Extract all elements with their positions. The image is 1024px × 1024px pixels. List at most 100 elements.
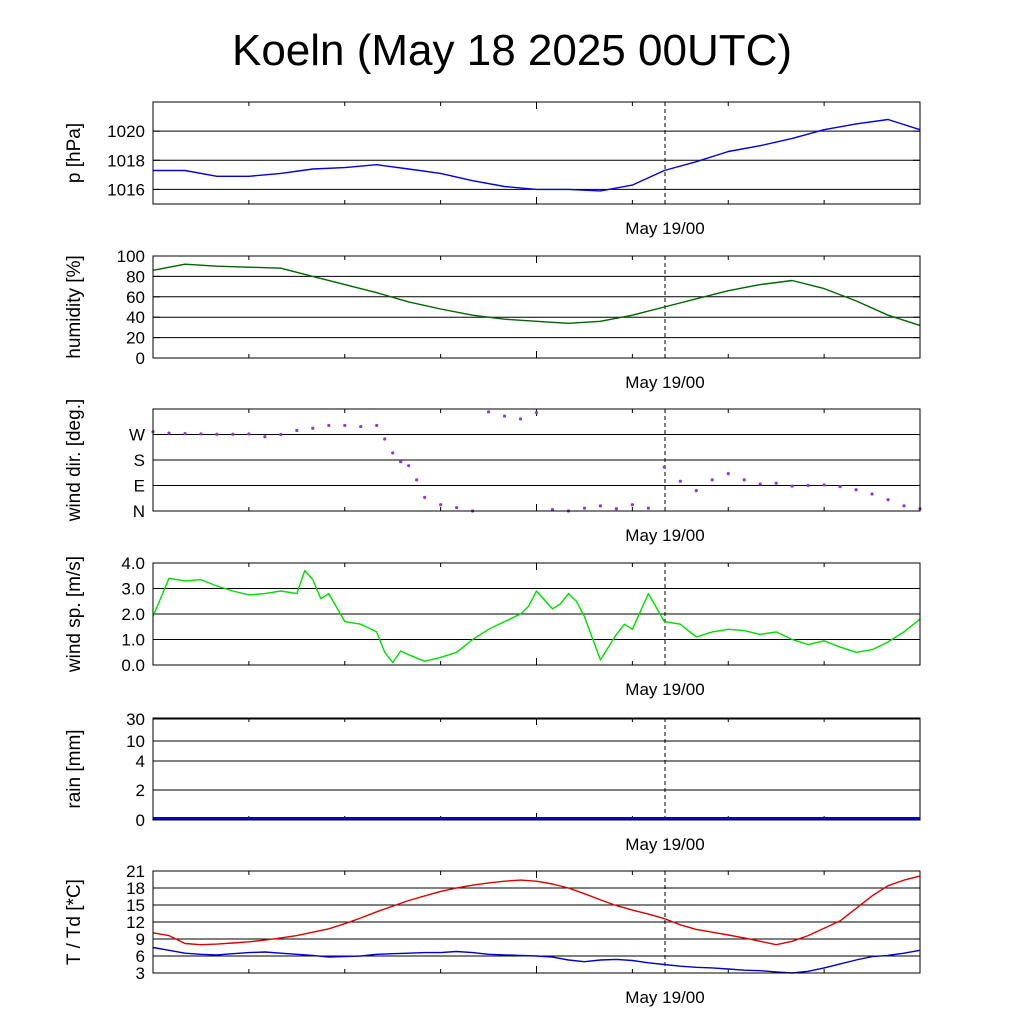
y-tick-label: 1016 [107,180,145,199]
panel-frame [152,101,921,205]
y-axis-label: T / Td [*C] [64,879,85,965]
y-axis-label: wind dir. [deg.] [64,399,85,523]
wind-direction-point [550,507,555,512]
panel-frame [152,562,921,666]
date-marker-label: May 19/00 [625,526,704,545]
wind-direction-point [854,488,858,492]
wind-direction-point [183,432,187,436]
wind-direction-point [311,426,315,430]
wind-direction-point [486,410,491,414]
wind-direction-point [662,465,666,469]
series-line-1 [152,569,921,664]
y-tick-label: 80 [126,267,145,286]
y-tick-label: 30 [126,710,145,729]
y-tick-label: 1020 [107,122,145,141]
y-tick-label: S [134,451,145,470]
y-tick-label: 20 [126,329,145,348]
y-tick-label: W [129,426,145,445]
wind-direction-point [822,483,826,487]
rain-bar [153,817,920,820]
wind-direction-point [678,479,682,483]
date-marker-label: May 19/00 [625,373,704,392]
wind-direction-point [215,432,219,436]
wind-direction-point [391,451,395,455]
y-axis-label: humidity [%] [64,255,85,358]
wind-direction-point [598,504,603,508]
y-tick-label: 10 [126,732,145,751]
date-marker-label: May 19/00 [625,988,704,1007]
y-tick-label: 18 [126,879,145,898]
series-line-1 [152,875,921,946]
wind-direction-point [375,423,379,428]
y-tick-label: 40 [126,308,145,327]
series-line-1 [153,118,921,192]
y-tick-label: 6 [136,947,145,966]
y-tick-label: 1.0 [121,631,145,650]
wind-direction-point [582,506,587,510]
wind-direction-point [439,503,443,507]
wind-direction-point [407,464,411,468]
wind-direction-point [774,481,778,485]
wind-direction-point [694,489,698,493]
wind-direction-point [806,483,810,488]
wind-direction-point [327,423,331,428]
y-tick-label: 0 [136,349,145,368]
date-marker-label: May 19/00 [625,219,704,238]
wind-direction-point [279,432,283,437]
y-tick-label: 1018 [107,151,145,170]
y-tick-label: 3.0 [121,580,145,599]
wind-direction-point [710,478,714,482]
wind-direction-point [295,428,299,433]
wind-direction-point [646,506,650,510]
y-tick-label: N [133,502,145,521]
wind-direction-point [726,472,730,476]
wind-direction-point [263,435,267,439]
y-tick-label: 4 [136,752,145,771]
wind-direction-point [630,503,634,507]
y-tick-label: 3 [136,964,145,983]
wind-direction-point [247,432,251,436]
wind-direction-point [383,437,387,441]
wind-direction-point [614,507,618,511]
y-tick-label: 2.0 [121,605,145,624]
wind-direction-point [790,484,794,488]
y-tick-label: E [134,477,145,496]
wind-direction-point [423,495,427,499]
panel-frame [152,255,921,359]
wind-direction-point [838,485,842,489]
panel-frame [152,870,921,974]
series-line-1 [152,263,921,327]
date-marker-label: May 19/00 [625,680,704,699]
wind-direction-point [758,482,762,486]
wind-direction-point [343,423,347,428]
wind-direction-point [870,492,874,496]
wind-direction-point [359,424,363,429]
y-tick-label: 0.0 [121,656,145,675]
y-tick-label: 15 [126,896,145,915]
date-marker-label: May 19/00 [625,835,704,854]
y-tick-label: 100 [117,247,145,266]
y-tick-label: 12 [126,913,145,932]
panel-frame [152,408,921,512]
wind-direction-point [167,431,171,435]
y-axis-label: rain [mm] [64,729,85,808]
wind-direction-point [518,417,523,421]
y-tick-label: 0 [136,811,145,830]
wind-direction-point [199,432,203,436]
wind-direction-point [455,506,459,510]
y-tick-label: 2 [136,781,145,800]
wind-direction-point [886,498,890,502]
y-tick-label: 21 [126,862,145,881]
y-axis-label: p [hPa] [64,123,85,183]
y-axis-label: wind sp. [m/s] [64,556,85,673]
wind-direction-point [534,411,539,415]
panel-frame [152,717,921,821]
y-tick-label: 60 [126,288,145,307]
wind-direction-point [415,478,419,482]
wind-direction-point [231,432,235,436]
wind-direction-point [902,504,906,508]
y-tick-label: 4.0 [121,554,145,573]
chart-title: Koeln (May 18 2025 00UTC) [231,26,793,75]
wind-direction-point [742,478,746,482]
